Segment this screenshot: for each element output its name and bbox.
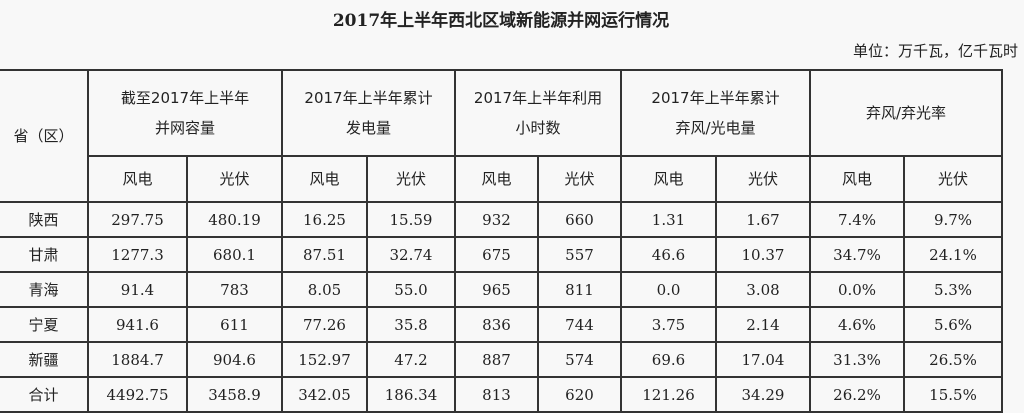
value-cell: 813 <box>454 376 539 413</box>
value-cell: 91.4 <box>87 271 188 308</box>
value-cell: 87.51 <box>281 236 368 273</box>
value-cell: 1.31 <box>620 201 717 238</box>
value-cell: 34.7% <box>809 236 905 273</box>
sub-header-solar: 光伏 <box>186 155 283 203</box>
table-row: 陕西 297.75 480.19 16.25 15.59 932 660 1.31 1.67 7.… <box>0 201 1003 238</box>
value-cell: 297.75 <box>87 201 188 238</box>
value-cell: 1.67 <box>715 201 811 238</box>
table-row: 新疆 1884.7 904.6 152.97 47.2 887 574 69.6 17.04 31… <box>0 341 1003 378</box>
sub-header-solar: 光伏 <box>903 155 1003 203</box>
value-cell: 69.6 <box>620 341 717 378</box>
value-cell: 55.0 <box>366 271 456 308</box>
value-cell: 965 <box>454 271 539 308</box>
value-cell: 10.37 <box>715 236 811 273</box>
value-cell: 2.14 <box>715 306 811 343</box>
sub-header-wind: 风电 <box>281 155 368 203</box>
value-cell: 783 <box>186 271 283 308</box>
province-cell: 甘肃 <box>0 236 89 273</box>
value-cell: 17.04 <box>715 341 811 378</box>
value-cell: 574 <box>537 341 622 378</box>
value-cell: 8.05 <box>281 271 368 308</box>
value-cell: 186.34 <box>366 376 456 413</box>
value-cell: 932 <box>454 201 539 238</box>
value-cell: 675 <box>454 236 539 273</box>
value-cell: 121.26 <box>620 376 717 413</box>
value-cell: 26.5% <box>903 341 1003 378</box>
value-cell: 557 <box>537 236 622 273</box>
value-cell: 904.6 <box>186 341 283 378</box>
value-cell: 660 <box>537 201 622 238</box>
value-cell: 15.59 <box>366 201 456 238</box>
table-row: 合计 4492.75 3458.9 342.05 186.34 813 620 121.26 3… <box>0 376 1003 413</box>
value-cell: 26.2% <box>809 376 905 413</box>
value-cell: 480.19 <box>186 201 283 238</box>
data-table: 省（区） 截至2017年上半年并网容量 2017年上半年累计发电量 2017年上半年… <box>0 69 1003 413</box>
value-cell: 77.26 <box>281 306 368 343</box>
value-cell: 31.3% <box>809 341 905 378</box>
value-cell: 1277.3 <box>87 236 188 273</box>
province-cell: 新疆 <box>0 341 89 378</box>
sub-header-solar: 光伏 <box>715 155 811 203</box>
value-cell: 3.08 <box>715 271 811 308</box>
value-cell: 152.97 <box>281 341 368 378</box>
sub-header-wind: 风电 <box>88 155 188 203</box>
sub-header-wind: 风电 <box>809 155 905 203</box>
value-cell: 5.3% <box>903 271 1003 308</box>
value-cell: 1884.7 <box>87 341 188 378</box>
value-cell: 34.29 <box>715 376 811 413</box>
value-cell: 811 <box>537 271 622 308</box>
province-cell: 陕西 <box>0 201 89 238</box>
value-cell: 620 <box>537 376 622 413</box>
group-header: 2017年上半年累计发电量 <box>281 69 456 157</box>
province-header: 省（区） <box>0 69 89 203</box>
value-cell: 3.75 <box>620 306 717 343</box>
value-cell: 836 <box>454 306 539 343</box>
value-cell: 7.4% <box>809 201 905 238</box>
sub-header-wind: 风电 <box>454 155 539 203</box>
value-cell: 9.7% <box>903 201 1003 238</box>
value-cell: 16.25 <box>281 201 368 238</box>
sub-header-solar: 光伏 <box>537 155 622 203</box>
value-cell: 744 <box>537 306 622 343</box>
value-cell: 887 <box>454 341 539 378</box>
group-header: 2017年上半年累计弃风/光电量 <box>620 69 811 157</box>
sub-header-wind: 风电 <box>620 155 717 203</box>
value-cell: 342.05 <box>281 376 368 413</box>
value-cell: 941.6 <box>87 306 188 343</box>
province-cell: 青海 <box>0 271 89 308</box>
province-cell: 合计 <box>0 376 89 413</box>
value-cell: 611 <box>186 306 283 343</box>
value-cell: 5.6% <box>903 306 1003 343</box>
value-cell: 4.6% <box>809 306 905 343</box>
group-header: 弃风/弃光率 <box>809 69 1003 157</box>
table-row: 甘肃 1277.3 680.1 87.51 32.74 675 557 46.6 10.37 34… <box>0 236 1003 273</box>
province-cell: 宁夏 <box>0 306 89 343</box>
value-cell: 0.0 <box>620 271 717 308</box>
value-cell: 680.1 <box>186 236 283 273</box>
value-cell: 47.2 <box>366 341 456 378</box>
group-header: 截至2017年上半年并网容量 <box>87 69 283 157</box>
sub-header-solar: 光伏 <box>366 155 456 203</box>
value-cell: 35.8 <box>366 306 456 343</box>
value-cell: 32.74 <box>366 236 456 273</box>
page-title: 2017年上半年西北区域新能源并网运行情况 <box>332 11 670 31</box>
value-cell: 15.5% <box>903 376 1003 413</box>
unit-label: 单位：万千瓦，亿千瓦时 <box>852 42 1018 60</box>
value-cell: 0.0% <box>809 271 905 308</box>
value-cell: 3458.9 <box>186 376 283 413</box>
value-cell: 24.1% <box>903 236 1003 273</box>
table-row: 宁夏 941.6 611 77.26 35.8 836 744 3.75 2.14 4.6% 5.6… <box>0 306 1003 343</box>
value-cell: 4492.75 <box>87 376 188 413</box>
table-row: 青海 91.4 783 8.05 55.0 965 811 0.0 3.08 0.0% 5.3% <box>0 271 1003 308</box>
group-header: 2017年上半年利用小时数 <box>454 69 622 157</box>
value-cell: 46.6 <box>620 236 717 273</box>
